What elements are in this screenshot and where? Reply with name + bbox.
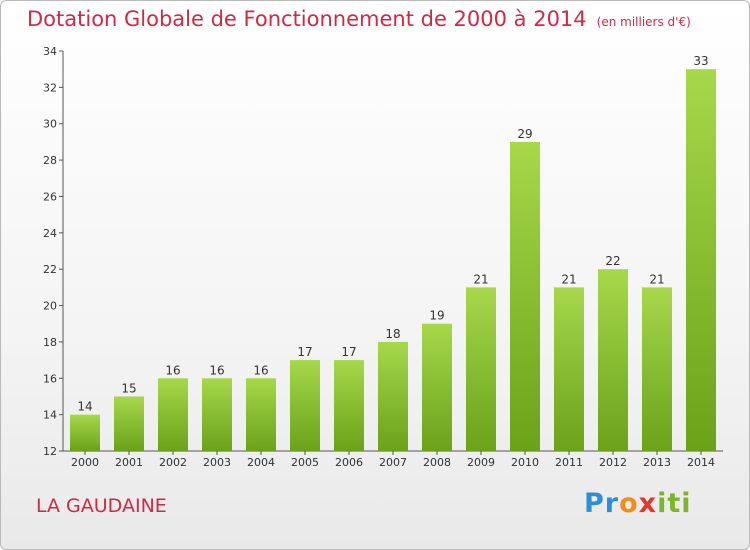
bar bbox=[466, 287, 496, 451]
data-label: 16 bbox=[209, 363, 224, 377]
bar bbox=[378, 341, 408, 451]
bar bbox=[686, 69, 716, 451]
y-tick-label: 18 bbox=[43, 336, 57, 349]
data-label: 19 bbox=[429, 309, 444, 323]
data-label: 33 bbox=[693, 54, 708, 68]
commune-name: LA GAUDAINE bbox=[36, 495, 167, 517]
x-tick-label: 2012 bbox=[599, 456, 627, 469]
logo-part-3: x bbox=[638, 488, 658, 519]
data-labels: 14 15 16 16 16 17 17 18 19 21 29 21 22 21 33 bbox=[77, 54, 708, 413]
y-tick-label: 30 bbox=[43, 118, 57, 131]
x-tick-label: 2004 bbox=[247, 456, 275, 469]
x-tick-label: 2007 bbox=[379, 456, 407, 469]
data-label: 16 bbox=[253, 363, 268, 377]
x-tick-label: 2006 bbox=[335, 456, 363, 469]
data-label: 21 bbox=[473, 272, 488, 286]
data-label: 21 bbox=[649, 272, 664, 286]
data-label: 18 bbox=[385, 327, 400, 341]
data-label: 17 bbox=[341, 345, 356, 359]
x-tick-label: 2010 bbox=[511, 456, 539, 469]
bar bbox=[422, 323, 452, 451]
y-tick-label: 22 bbox=[43, 263, 57, 276]
bar bbox=[202, 378, 232, 451]
bar bbox=[70, 414, 100, 451]
data-label: 17 bbox=[297, 345, 312, 359]
x-tick-label: 2003 bbox=[203, 456, 231, 469]
y-tick-label: 12 bbox=[43, 445, 57, 458]
chart-title: Dotation Globale de Fonctionnement de 20… bbox=[27, 7, 691, 31]
y-tick-label: 20 bbox=[43, 300, 57, 313]
x-tick-label: 2002 bbox=[159, 456, 187, 469]
bar bbox=[510, 141, 540, 451]
y-tick-label: 16 bbox=[43, 372, 57, 385]
bar bbox=[158, 378, 188, 451]
x-tick-label: 2009 bbox=[467, 456, 495, 469]
y-tick-label: 14 bbox=[43, 409, 57, 422]
bar bbox=[334, 360, 364, 451]
x-tick-label: 2014 bbox=[687, 456, 715, 469]
logo-part-2: o bbox=[619, 488, 639, 519]
y-tick-label: 34 bbox=[43, 45, 57, 58]
y-tick-label: 24 bbox=[43, 227, 57, 240]
bar bbox=[554, 287, 584, 451]
bar bbox=[246, 378, 276, 451]
data-label: 15 bbox=[121, 381, 136, 395]
logo-part-4: iti bbox=[657, 488, 692, 519]
data-label: 14 bbox=[77, 400, 92, 414]
bar bbox=[598, 269, 628, 451]
y-tick-label: 26 bbox=[43, 190, 57, 203]
logo-part-1: Pr bbox=[584, 488, 620, 519]
data-label: 21 bbox=[561, 272, 576, 286]
chart-subtitle: (en milliers d'€) bbox=[596, 15, 691, 29]
x-tick-label: 2001 bbox=[115, 456, 143, 469]
axes: 12 14 16 18 20 22 24 26 28 30 32 34 2000 2001 2002 2003… bbox=[43, 45, 723, 469]
proxiti-logo: Proxiti bbox=[584, 488, 692, 519]
bars bbox=[70, 69, 716, 451]
data-label: 22 bbox=[605, 254, 620, 268]
x-tick-label: 2011 bbox=[555, 456, 583, 469]
y-tick-label: 28 bbox=[43, 154, 57, 167]
x-tick-label: 2008 bbox=[423, 456, 451, 469]
bar bbox=[114, 396, 144, 451]
bar bbox=[642, 287, 672, 451]
y-tick-label: 32 bbox=[43, 81, 57, 94]
x-tick-label: 2005 bbox=[291, 456, 319, 469]
bar bbox=[290, 360, 320, 451]
x-tick-label: 2000 bbox=[71, 456, 99, 469]
data-label: 16 bbox=[165, 363, 180, 377]
x-tick-label: 2013 bbox=[643, 456, 671, 469]
data-label: 29 bbox=[517, 127, 532, 141]
